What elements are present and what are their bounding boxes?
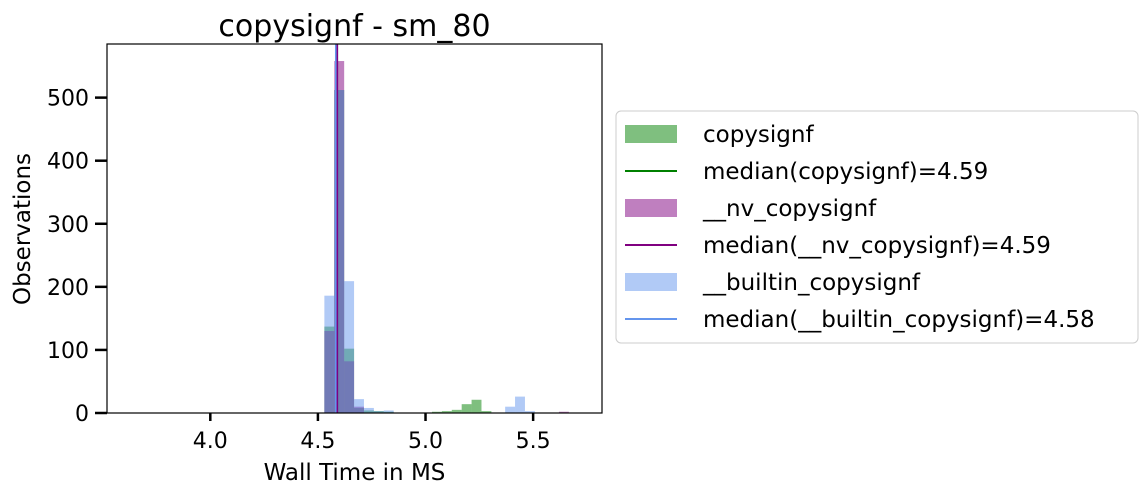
legend-label-copysignf: copysignf bbox=[703, 122, 814, 148]
series-__nv_copysignf-bars bbox=[324, 61, 569, 414]
y-tick-label-4: 400 bbox=[47, 150, 89, 175]
legend-median-label-__nv_copysignf: median(__nv_copysignf)=4.59 bbox=[703, 233, 1051, 259]
y-tick-label-5: 500 bbox=[47, 87, 89, 112]
bar-__builtin_copysignf-7 bbox=[505, 406, 516, 413]
y-tick-label-3: 300 bbox=[47, 213, 89, 238]
bar-copysignf-9 bbox=[451, 409, 462, 413]
legend-median-label-__builtin_copysignf: median(__builtin_copysignf)=4.58 bbox=[703, 307, 1095, 333]
bar-copysignf-7 bbox=[431, 411, 442, 413]
y-tick-label-1: 100 bbox=[47, 339, 89, 364]
legend-swatch-copysignf bbox=[625, 125, 677, 143]
x-tick-label-3: 5.5 bbox=[516, 429, 551, 454]
y-tick-label-0: 0 bbox=[75, 402, 89, 427]
bar-__builtin_copysignf-6 bbox=[383, 410, 394, 413]
bar-__nv_copysignf-4 bbox=[558, 411, 569, 413]
bar-__builtin_copysignf-3 bbox=[354, 399, 364, 413]
legend-frame bbox=[615, 110, 1139, 344]
legend-swatch-__nv_copysignf bbox=[625, 199, 677, 217]
legend: copysignf median(copysignf)=4.59 __nv_copy… bbox=[615, 110, 1139, 344]
bar-__builtin_copysignf-2 bbox=[344, 281, 355, 413]
y-axis-label: Observations bbox=[10, 153, 36, 305]
x-tick-label-1: 4.5 bbox=[300, 429, 335, 454]
bar-__builtin_copysignf-0 bbox=[324, 295, 335, 413]
bar-__builtin_copysignf-5 bbox=[373, 411, 384, 413]
series-__builtin_copysignf-bars bbox=[324, 90, 535, 414]
plot-frame bbox=[106, 43, 603, 414]
bar-copysignf-11 bbox=[471, 399, 482, 413]
bar-copysignf-10 bbox=[461, 404, 472, 413]
median-lines-layer bbox=[334, 44, 339, 413]
bar-__builtin_copysignf-8 bbox=[515, 396, 525, 413]
legend-items: copysignf median(copysignf)=4.59 __nv_copy… bbox=[625, 122, 1095, 333]
legend-label-__builtin_copysignf: __builtin_copysignf bbox=[702, 270, 921, 296]
bar-__builtin_copysignf-4 bbox=[363, 407, 374, 413]
bars-layer bbox=[324, 61, 569, 414]
bar-__builtin_copysignf-9 bbox=[524, 411, 535, 413]
x-axis-ticks: 4.0 4.5 5.0 5.5 bbox=[193, 413, 551, 454]
legend-swatch-__builtin_copysignf bbox=[625, 273, 677, 291]
y-axis-ticks: 0 100 200 300 400 500 bbox=[47, 87, 107, 427]
legend-label-__nv_copysignf: __nv_copysignf bbox=[702, 196, 877, 222]
bar-__builtin_copysignf-1 bbox=[334, 90, 345, 414]
bar-copysignf-8 bbox=[441, 411, 452, 413]
chart-title: copysignf - sm_80 bbox=[218, 9, 490, 44]
x-axis-label: Wall Time in MS bbox=[264, 460, 446, 486]
x-tick-label-0: 4.0 bbox=[193, 429, 228, 454]
y-tick-label-2: 200 bbox=[47, 276, 89, 301]
legend-median-label-copysignf: median(copysignf)=4.59 bbox=[703, 159, 988, 185]
bar-copysignf-12 bbox=[481, 411, 492, 413]
x-tick-label-2: 5.0 bbox=[408, 429, 443, 454]
